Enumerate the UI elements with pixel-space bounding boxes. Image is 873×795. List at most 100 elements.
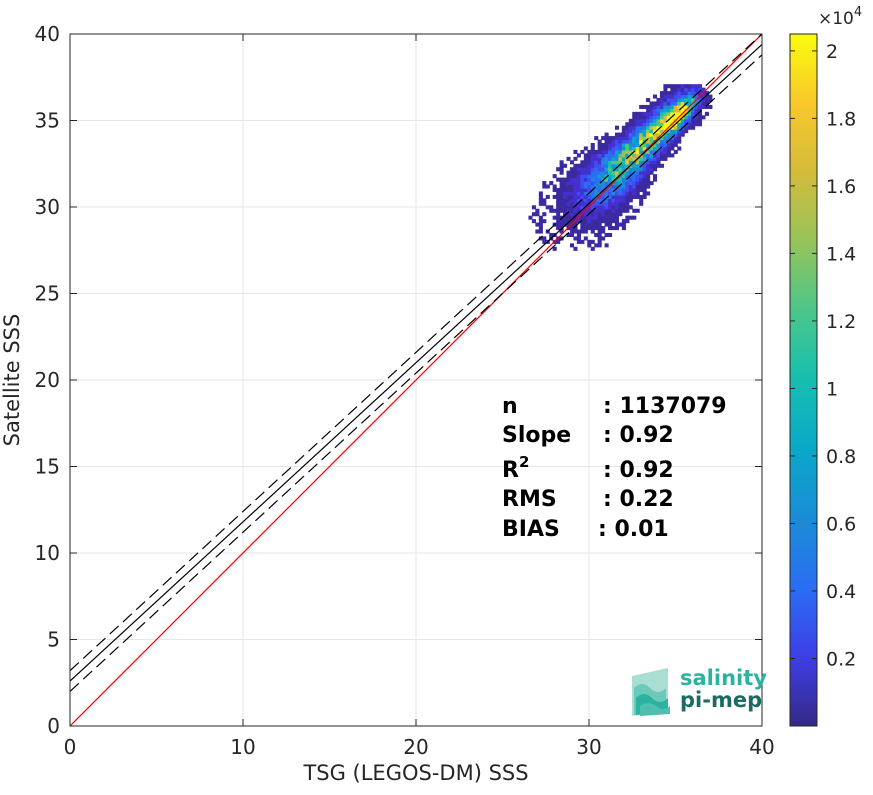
density-cell xyxy=(566,219,571,224)
density-cell xyxy=(566,191,571,196)
density-cell xyxy=(656,160,661,165)
density-cell xyxy=(528,215,533,220)
density-cell xyxy=(708,94,713,99)
density-cell xyxy=(663,136,668,141)
density-cell xyxy=(576,177,581,182)
density-cell xyxy=(653,125,658,130)
density-cell xyxy=(601,201,606,206)
density-cell xyxy=(677,94,682,99)
density-cell xyxy=(649,153,654,158)
density-cell xyxy=(691,98,696,103)
density-cell xyxy=(659,156,664,161)
density-cell xyxy=(608,208,613,213)
stats-block: n: 1137079 Slope: 0.92 R2: 0.92 RMS: 0.22 BI… xyxy=(502,394,727,542)
density-cell xyxy=(576,153,581,158)
density-cell xyxy=(611,198,616,203)
density-cell xyxy=(635,170,640,175)
density-cell xyxy=(656,104,661,109)
density-cell xyxy=(594,167,599,172)
density-cell xyxy=(659,94,664,99)
density-cell xyxy=(673,108,678,113)
density-cell xyxy=(639,187,644,193)
density-cell xyxy=(580,208,585,213)
density-cell xyxy=(666,98,671,103)
density-cell xyxy=(684,84,689,89)
density-cell xyxy=(604,219,609,224)
density-cell xyxy=(573,170,578,175)
density-cell xyxy=(604,201,609,206)
density-cell xyxy=(659,146,664,151)
density-cell xyxy=(566,187,571,193)
density-cell xyxy=(687,98,692,103)
density-cell xyxy=(604,163,609,168)
density-cell xyxy=(618,167,623,172)
density-cell xyxy=(618,160,623,165)
density-cell xyxy=(635,187,640,193)
density-cell xyxy=(611,191,616,196)
density-cell xyxy=(538,236,543,241)
density-cell xyxy=(573,229,578,234)
density-cell xyxy=(608,222,613,227)
density-cell xyxy=(649,139,654,144)
density-cell xyxy=(639,111,644,116)
density-cell xyxy=(590,181,595,186)
density-cell xyxy=(656,115,661,120)
density-cell xyxy=(666,101,671,106)
density-cell xyxy=(670,153,675,158)
density-cell xyxy=(556,219,561,224)
density-cell xyxy=(552,246,557,251)
density-cell xyxy=(684,94,689,99)
density-cell xyxy=(687,118,692,123)
density-cell xyxy=(573,187,578,193)
density-cell xyxy=(653,174,658,179)
density-cell xyxy=(614,149,620,154)
density-cell xyxy=(608,146,613,151)
density-cell xyxy=(687,115,692,120)
density-cell xyxy=(559,229,564,234)
colorbar-tick-label: 0.8 xyxy=(826,446,856,468)
density-cell xyxy=(583,174,588,179)
density-cell xyxy=(549,205,554,210)
density-cell xyxy=(573,177,578,182)
density-cell xyxy=(573,167,578,172)
density-cell xyxy=(587,208,592,213)
density-cell xyxy=(563,205,568,210)
density-cell xyxy=(594,174,599,179)
density-cell xyxy=(646,167,651,172)
density-cell xyxy=(697,87,703,92)
density-cell xyxy=(590,167,595,172)
density-cell xyxy=(680,122,685,127)
density-cell xyxy=(569,194,575,199)
density-cell xyxy=(618,191,623,196)
density-cell xyxy=(569,229,575,234)
density-cell xyxy=(653,142,658,148)
density-cell xyxy=(653,111,658,116)
density-cell xyxy=(604,170,609,175)
density-cell xyxy=(642,191,647,196)
density-cell xyxy=(569,212,575,217)
density-cell xyxy=(635,160,640,165)
density-cell xyxy=(642,156,647,161)
density-cell xyxy=(632,122,637,127)
density-cell xyxy=(569,208,575,213)
density-cell xyxy=(580,177,585,182)
density-cell xyxy=(597,215,602,220)
density-cell xyxy=(594,191,599,196)
density-cell xyxy=(576,184,581,189)
density-cell xyxy=(587,160,592,165)
density-cell xyxy=(559,198,564,203)
density-cell xyxy=(656,101,661,106)
density-cell xyxy=(611,149,616,154)
density-cell xyxy=(642,170,647,175)
density-cell xyxy=(663,91,668,96)
density-cell xyxy=(614,191,620,196)
density-cell xyxy=(597,226,602,231)
density-cell xyxy=(649,163,654,168)
density-cell xyxy=(704,98,709,103)
density-cell xyxy=(576,198,581,203)
density-cell xyxy=(653,104,658,109)
density-cell xyxy=(670,104,675,109)
density-cell xyxy=(597,163,602,168)
density-cell xyxy=(666,91,671,96)
density-cell xyxy=(687,91,692,96)
